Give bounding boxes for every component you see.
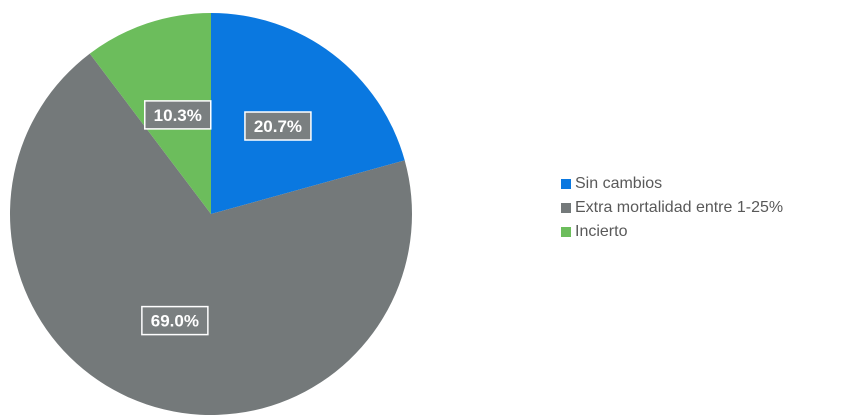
legend-swatch-extra-mortalidad <box>561 203 571 213</box>
legend-label-sin-cambios: Sin cambios <box>575 175 663 192</box>
data-label-extra-mortalidad-entre-1-25: 69.0% <box>141 305 209 336</box>
legend-label-extra-mortalidad: Extra mortalidad entre 1-25% <box>575 199 784 216</box>
legend-swatch-sin-cambios <box>561 179 571 189</box>
data-label-text: 20.7% <box>254 117 302 136</box>
legend-item-sin-cambios: Sin cambios <box>561 172 783 196</box>
legend: Sin cambios Extra mortalidad entre 1-25%… <box>561 172 783 244</box>
data-label-box <box>244 111 312 141</box>
data-label-text: 69.0% <box>151 312 199 331</box>
legend-item-extra-mortalidad: Extra mortalidad entre 1-25% <box>561 196 783 220</box>
data-labels: 20.7% 69.0% 10.3% <box>141 100 312 336</box>
pie-slice-extra-mortalidad-entre-1-25 <box>10 53 412 415</box>
legend-label-incierto: Incierto <box>575 223 628 240</box>
data-label-sin-cambios: 20.7% <box>244 111 312 141</box>
data-label-box <box>144 100 212 130</box>
legend-item-incierto: Incierto <box>561 220 783 244</box>
data-label-text: 10.3% <box>154 106 202 125</box>
legend-swatch-incierto <box>561 227 571 237</box>
data-label-incierto: 10.3% <box>144 100 212 130</box>
data-label-box <box>141 305 209 336</box>
pie-slices <box>10 13 412 415</box>
